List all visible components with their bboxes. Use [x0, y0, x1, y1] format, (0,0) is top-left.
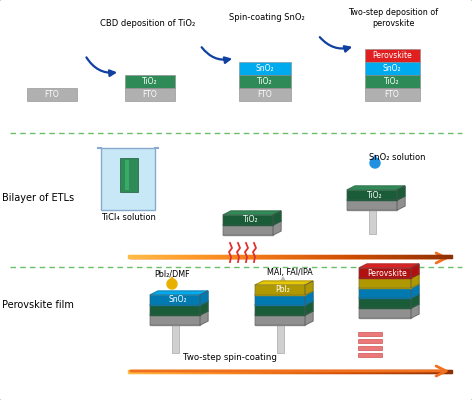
- Polygon shape: [359, 288, 411, 298]
- Text: Two-step spin-coating: Two-step spin-coating: [183, 352, 277, 362]
- Bar: [120, 158, 138, 192]
- Text: Perovskite: Perovskite: [368, 268, 407, 278]
- Bar: [101, 148, 155, 210]
- Polygon shape: [359, 268, 411, 278]
- Polygon shape: [397, 196, 405, 210]
- Text: Spin-coating SnO₂: Spin-coating SnO₂: [229, 14, 305, 22]
- Polygon shape: [370, 158, 380, 168]
- Text: PbI₂/DMF: PbI₂/DMF: [154, 270, 190, 278]
- Polygon shape: [255, 295, 305, 305]
- Polygon shape: [255, 285, 305, 295]
- Polygon shape: [359, 308, 411, 318]
- Text: FTO: FTO: [258, 90, 272, 99]
- Text: FTO: FTO: [385, 90, 399, 99]
- Polygon shape: [373, 155, 377, 160]
- Text: Perovskite film: Perovskite film: [2, 300, 74, 310]
- Text: Bilayer of ETLs: Bilayer of ETLs: [2, 193, 74, 203]
- Polygon shape: [359, 294, 419, 298]
- Polygon shape: [150, 311, 208, 315]
- Bar: [125, 160, 129, 190]
- Polygon shape: [255, 305, 305, 315]
- Text: TiO₂: TiO₂: [367, 190, 382, 200]
- Bar: [358, 332, 382, 336]
- Polygon shape: [279, 280, 287, 288]
- Polygon shape: [305, 301, 313, 315]
- Bar: [364, 49, 420, 62]
- Bar: [358, 346, 382, 350]
- Text: FTO: FTO: [45, 90, 59, 99]
- Polygon shape: [200, 311, 208, 325]
- FancyArrowPatch shape: [320, 37, 350, 52]
- Polygon shape: [255, 311, 313, 315]
- Text: TiO₂: TiO₂: [257, 77, 273, 86]
- Text: PbI₂: PbI₂: [275, 286, 290, 294]
- Polygon shape: [273, 221, 281, 235]
- Polygon shape: [255, 281, 313, 285]
- Bar: [239, 62, 291, 75]
- Polygon shape: [359, 298, 411, 308]
- Text: TiCl₄ solution: TiCl₄ solution: [101, 214, 155, 222]
- Polygon shape: [305, 291, 313, 305]
- Bar: [239, 88, 291, 101]
- Polygon shape: [150, 291, 208, 295]
- Polygon shape: [223, 215, 273, 225]
- Bar: [125, 88, 175, 101]
- Polygon shape: [223, 221, 281, 225]
- Polygon shape: [359, 274, 419, 278]
- Polygon shape: [150, 305, 200, 315]
- Bar: [239, 75, 291, 88]
- Polygon shape: [273, 211, 281, 225]
- Polygon shape: [255, 291, 313, 295]
- Text: MAI, FAI/IPA: MAI, FAI/IPA: [267, 268, 313, 278]
- Polygon shape: [255, 315, 305, 325]
- Text: TiO₂: TiO₂: [243, 216, 258, 224]
- Text: SnO₂: SnO₂: [168, 296, 187, 304]
- Text: Perovskite: Perovskite: [372, 51, 412, 60]
- Bar: [358, 339, 382, 343]
- Bar: [364, 62, 420, 75]
- Polygon shape: [223, 225, 273, 235]
- Text: CBD deposition of TiO₂: CBD deposition of TiO₂: [101, 20, 195, 28]
- Polygon shape: [150, 315, 200, 325]
- Polygon shape: [411, 294, 419, 308]
- Polygon shape: [347, 186, 405, 190]
- Polygon shape: [411, 274, 419, 288]
- Polygon shape: [200, 301, 208, 315]
- Text: Two-step deposition of
perovskite: Two-step deposition of perovskite: [348, 8, 438, 28]
- Polygon shape: [223, 211, 281, 215]
- Polygon shape: [305, 311, 313, 325]
- Polygon shape: [411, 304, 419, 318]
- Polygon shape: [359, 278, 411, 288]
- Polygon shape: [305, 281, 313, 295]
- Text: SnO₂: SnO₂: [383, 64, 401, 73]
- Polygon shape: [150, 301, 208, 305]
- FancyArrowPatch shape: [86, 57, 115, 76]
- Polygon shape: [347, 190, 397, 200]
- Bar: [364, 88, 420, 101]
- Polygon shape: [347, 200, 397, 210]
- Bar: [171, 325, 178, 353]
- Polygon shape: [411, 264, 419, 278]
- Text: SnO₂ solution: SnO₂ solution: [369, 152, 425, 162]
- Polygon shape: [359, 304, 419, 308]
- Bar: [358, 353, 382, 357]
- Text: SnO₂: SnO₂: [256, 64, 274, 73]
- Bar: [277, 325, 284, 353]
- Polygon shape: [170, 277, 174, 281]
- Polygon shape: [255, 301, 313, 305]
- Polygon shape: [359, 264, 419, 268]
- Polygon shape: [397, 186, 405, 200]
- Bar: [364, 75, 420, 88]
- Text: FTO: FTO: [143, 90, 157, 99]
- Polygon shape: [167, 279, 177, 289]
- Bar: [125, 75, 175, 88]
- Bar: [369, 210, 376, 234]
- Polygon shape: [281, 277, 285, 281]
- Bar: [27, 88, 77, 101]
- Text: TiO₂: TiO₂: [384, 77, 400, 86]
- Polygon shape: [359, 284, 419, 288]
- FancyArrowPatch shape: [202, 47, 230, 63]
- Polygon shape: [200, 291, 208, 305]
- Polygon shape: [150, 295, 200, 305]
